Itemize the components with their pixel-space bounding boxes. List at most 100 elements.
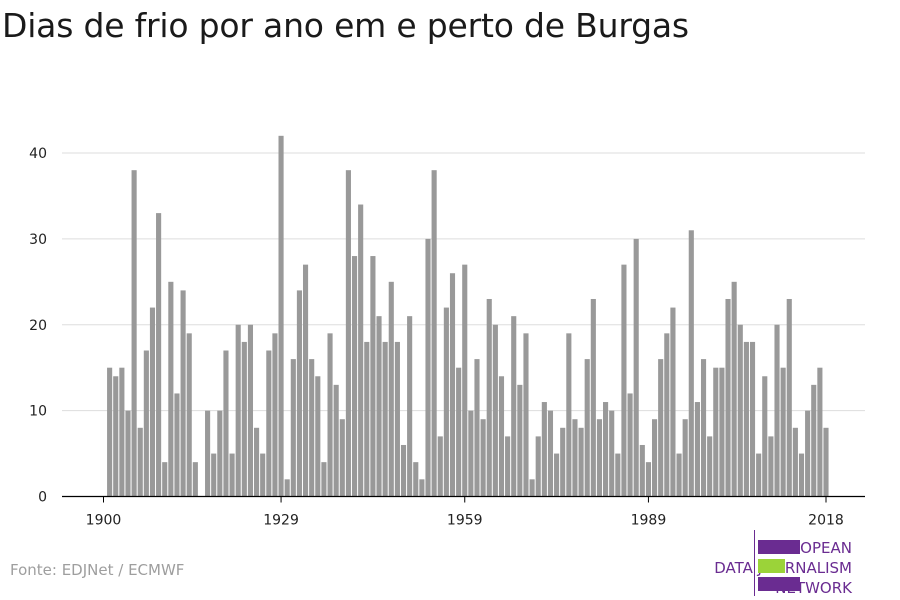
- bar-1989: [645, 462, 651, 497]
- bar-1937: [327, 333, 333, 497]
- bar-1954: [431, 170, 437, 497]
- bar-1953: [425, 238, 431, 497]
- bar-1931: [290, 359, 296, 497]
- bar-1981: [596, 419, 603, 497]
- bar-1964: [492, 324, 498, 497]
- bar-1917: [205, 410, 211, 497]
- y-tick-label: 40: [29, 146, 47, 162]
- chart-title: Dias de frio por ano em e perto de Burga…: [2, 6, 689, 45]
- bar-2012: [786, 298, 792, 497]
- bar-1970: [529, 479, 535, 497]
- bar-1920: [223, 350, 229, 497]
- bar-1904: [125, 410, 131, 497]
- bar-1997: [694, 402, 700, 497]
- bar-1968: [517, 384, 523, 497]
- bar-1984: [615, 453, 621, 497]
- bar-2016: [811, 384, 817, 497]
- x-axis-ticks: 1900 1929 1959 1989 2018: [86, 496, 844, 529]
- bar-2005: [743, 341, 749, 497]
- bar-1983: [609, 410, 615, 497]
- bar-1919: [217, 410, 223, 497]
- bar-2004: [737, 324, 743, 497]
- bar-1923: [241, 341, 247, 497]
- bar-1948: [394, 341, 400, 497]
- y-tick-label: 20: [29, 318, 47, 334]
- bar-1955: [437, 436, 443, 497]
- bar-1979: [584, 359, 590, 497]
- bar-1969: [523, 333, 529, 497]
- bar-1994: [676, 453, 682, 497]
- bar-2014: [798, 453, 805, 497]
- bar-1959: [462, 264, 468, 497]
- bar-1972: [541, 402, 547, 497]
- bar-2015: [805, 410, 811, 497]
- bar-1928: [272, 333, 278, 497]
- bar-1941: [351, 256, 358, 497]
- bar-1962: [480, 419, 486, 497]
- bar-1956: [443, 307, 449, 497]
- bar-1930: [284, 479, 290, 497]
- bar-1906: [137, 427, 143, 497]
- bar-2008: [762, 376, 768, 497]
- bar-1965: [498, 376, 505, 497]
- bar-1992: [664, 333, 670, 497]
- bar-1982: [603, 402, 609, 497]
- bar-1927: [266, 350, 272, 497]
- bar-1966: [505, 436, 511, 497]
- bar-1967: [511, 316, 517, 497]
- bar-1995: [682, 419, 688, 497]
- bar-2003: [731, 281, 737, 497]
- x-tick-label: 1900: [86, 513, 122, 529]
- bar-1988: [639, 444, 645, 497]
- bar-1996: [688, 230, 694, 497]
- y-tick-label: 10: [29, 404, 47, 420]
- bar-1932: [296, 290, 302, 497]
- bar-1999: [707, 436, 713, 497]
- bar-1936: [321, 462, 327, 497]
- source-note: Fonte: EDJNet / ECMWF: [10, 561, 185, 579]
- x-tick-label: 1929: [263, 513, 299, 529]
- bar-1980: [590, 298, 596, 497]
- bar-1991: [658, 359, 664, 497]
- bar-1901: [107, 367, 113, 497]
- bar-1912: [174, 393, 180, 497]
- y-tick-label: 30: [29, 232, 47, 248]
- bar-1929: [278, 135, 284, 497]
- x-tick-label: 2018: [808, 513, 844, 529]
- logo-divider: [754, 530, 755, 596]
- bar-1951: [413, 462, 419, 497]
- bar-1946: [382, 341, 388, 497]
- x-tick-label: 1989: [631, 513, 667, 529]
- bar-1942: [358, 204, 364, 497]
- bar-1910: [162, 462, 168, 497]
- bar-1971: [535, 436, 541, 497]
- bar-1949: [400, 444, 407, 497]
- bar-1903: [119, 367, 125, 497]
- bar-1943: [364, 341, 370, 497]
- bar-1915: [192, 462, 198, 497]
- bar-1998: [700, 359, 707, 497]
- bar-1993: [670, 307, 676, 497]
- bar-1908: [149, 307, 156, 497]
- bar-2001: [719, 367, 725, 497]
- bar-2013: [792, 427, 798, 497]
- bar-1986: [627, 393, 633, 497]
- bar-1938: [333, 384, 339, 497]
- logo-bar-purple-top: [758, 540, 800, 554]
- bar-1902: [113, 376, 119, 497]
- bar-1909: [156, 213, 162, 497]
- bar-1961: [474, 359, 480, 497]
- bar-1963: [486, 298, 492, 497]
- bar-2009: [768, 436, 774, 497]
- bar-1907: [143, 350, 149, 497]
- bar-1922: [235, 324, 241, 497]
- bar-1947: [388, 281, 394, 497]
- bar-1935: [315, 376, 321, 497]
- bar-1958: [456, 367, 462, 497]
- bar-1977: [572, 419, 578, 497]
- logo-bar-green: [758, 559, 785, 573]
- bar-1952: [419, 479, 425, 497]
- x-tick-label: 1959: [447, 513, 483, 529]
- bar-1976: [566, 333, 572, 497]
